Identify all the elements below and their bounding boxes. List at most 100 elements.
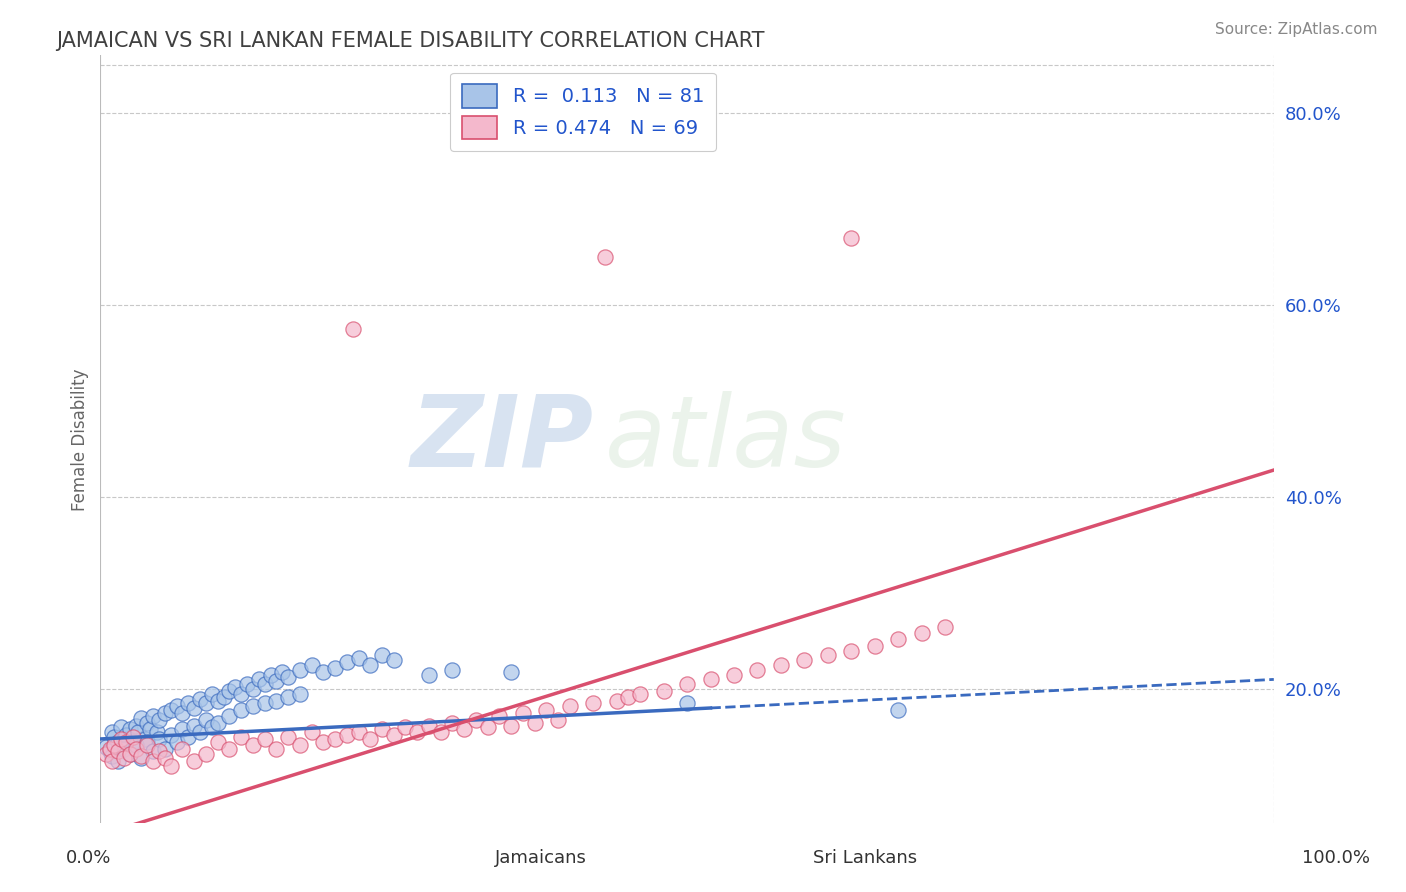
Point	[98, 741, 121, 756]
Point	[148, 713, 170, 727]
Point	[122, 730, 145, 744]
Point	[841, 230, 863, 244]
Point	[218, 684, 240, 698]
Point	[224, 680, 246, 694]
Point	[107, 735, 129, 749]
Point	[236, 677, 259, 691]
Point	[441, 715, 464, 730]
Point	[371, 648, 394, 663]
Point	[253, 677, 276, 691]
Point	[231, 703, 253, 717]
Point	[288, 738, 311, 752]
Point	[212, 690, 235, 704]
Point	[148, 731, 170, 746]
Legend: R =  0.113   N = 81, R = 0.474   N = 69: R = 0.113 N = 81, R = 0.474 N = 69	[450, 72, 716, 151]
Point	[769, 658, 792, 673]
Point	[676, 697, 699, 711]
Point	[110, 721, 132, 735]
Point	[207, 715, 229, 730]
Point	[934, 619, 956, 633]
Point	[218, 741, 240, 756]
Point	[131, 711, 153, 725]
Point	[188, 691, 211, 706]
Point	[382, 653, 405, 667]
Point	[347, 651, 370, 665]
Point	[359, 658, 381, 673]
Point	[201, 721, 224, 735]
Point	[118, 723, 141, 737]
Point	[558, 699, 581, 714]
Point	[115, 735, 138, 749]
Point	[488, 709, 510, 723]
Point	[148, 744, 170, 758]
Point	[371, 723, 394, 737]
Point	[359, 731, 381, 746]
Point	[138, 723, 160, 737]
Point	[441, 663, 464, 677]
Point	[628, 687, 651, 701]
Point	[382, 728, 405, 742]
Point	[98, 744, 121, 758]
Point	[582, 697, 605, 711]
Point	[201, 687, 224, 701]
Point	[271, 665, 294, 679]
Point	[115, 728, 138, 742]
Point	[247, 673, 270, 687]
Point	[547, 713, 569, 727]
Point	[277, 690, 299, 704]
Point	[194, 697, 217, 711]
Point	[136, 715, 159, 730]
Point	[606, 693, 628, 707]
Text: Jamaicans: Jamaicans	[495, 849, 588, 867]
Point	[159, 759, 181, 773]
Point	[253, 731, 276, 746]
Text: atlas: atlas	[605, 391, 846, 488]
Point	[101, 754, 124, 768]
Point	[101, 725, 124, 739]
Point	[242, 681, 264, 696]
Point	[231, 687, 253, 701]
Point	[817, 648, 839, 663]
Point	[323, 731, 346, 746]
Point	[131, 751, 153, 765]
Point	[159, 728, 181, 742]
Point	[277, 730, 299, 744]
Point	[166, 735, 188, 749]
Point	[136, 738, 159, 752]
Point	[231, 730, 253, 744]
Text: Source: ZipAtlas.com: Source: ZipAtlas.com	[1215, 22, 1378, 37]
Point	[477, 721, 499, 735]
Point	[136, 735, 159, 749]
Point	[207, 735, 229, 749]
Point	[112, 741, 135, 756]
Point	[418, 718, 440, 732]
Point	[453, 723, 475, 737]
Point	[172, 723, 194, 737]
Point	[131, 749, 153, 764]
Point	[793, 653, 815, 667]
Point	[127, 725, 149, 739]
Point	[172, 741, 194, 756]
Point	[418, 667, 440, 681]
Point	[159, 703, 181, 717]
Point	[617, 690, 640, 704]
Point	[676, 677, 699, 691]
Point	[336, 655, 359, 669]
Y-axis label: Female Disability: Female Disability	[72, 368, 89, 510]
Point	[242, 738, 264, 752]
Point	[96, 739, 118, 754]
Point	[406, 725, 429, 739]
Point	[277, 671, 299, 685]
Point	[107, 744, 129, 758]
Point	[112, 731, 135, 746]
Point	[142, 709, 165, 723]
Point	[301, 658, 323, 673]
Point	[101, 749, 124, 764]
Point	[499, 718, 522, 732]
Text: Sri Lankans: Sri Lankans	[813, 849, 917, 867]
Point	[96, 747, 118, 762]
Point	[323, 661, 346, 675]
Point	[266, 741, 288, 756]
Point	[887, 632, 910, 646]
Point	[110, 731, 132, 746]
